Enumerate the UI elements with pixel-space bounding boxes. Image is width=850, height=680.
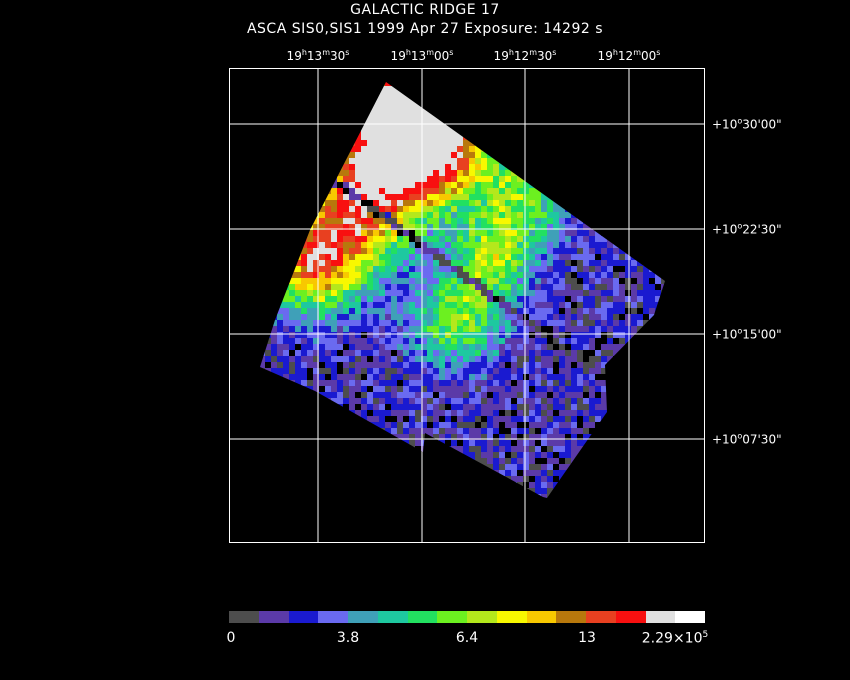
ra-label: 19h13m00s [390,48,454,63]
dec-label: +10o07'30" [712,431,782,447]
dec-label: +10o22'30" [712,221,782,237]
colorbar-swatch [288,611,319,623]
dec-label: +10o15'00" [712,326,782,342]
ra-label: 19h13m30s [286,48,350,63]
ra-label: 19h12m30s [493,48,557,63]
image-title: GALACTIC RIDGE 17 [350,2,500,18]
colorbar-swatch [556,611,586,623]
coordinate-grid [229,68,705,543]
colorbar-swatch [586,611,616,623]
colorbar-swatch [526,611,557,623]
colorbar-swatch [437,611,467,623]
colorbar-swatch [496,611,527,623]
colorbar-swatch [258,611,289,623]
colorbar-swatch [229,611,259,623]
colorbar-swatch [377,611,408,623]
color-scale-bar [229,611,705,623]
colorbar-label: 3.8 [336,630,360,646]
xray-image-panel [229,68,705,543]
colorbar-swatch [467,611,497,623]
colorbar-swatch [615,611,646,623]
colorbar-max-label: 2.29×105 [641,630,709,647]
ra-label: 19h12m00s [597,48,661,63]
colorbar-swatch [675,611,705,623]
colorbar-swatch [407,611,438,623]
colorbar-swatch [318,611,348,623]
image-subtitle: ASCA SIS0,SIS1 1999 Apr 27 Exposure: 142… [246,21,604,37]
colorbar-label: 6.4 [455,630,479,646]
colorbar-swatch [348,611,378,623]
colorbar-label: 13 [578,630,596,646]
colorbar-swatch [645,611,676,623]
dec-label: +10o30'00" [712,116,782,132]
colorbar-label: 0 [226,630,236,646]
detector-image [260,82,665,498]
